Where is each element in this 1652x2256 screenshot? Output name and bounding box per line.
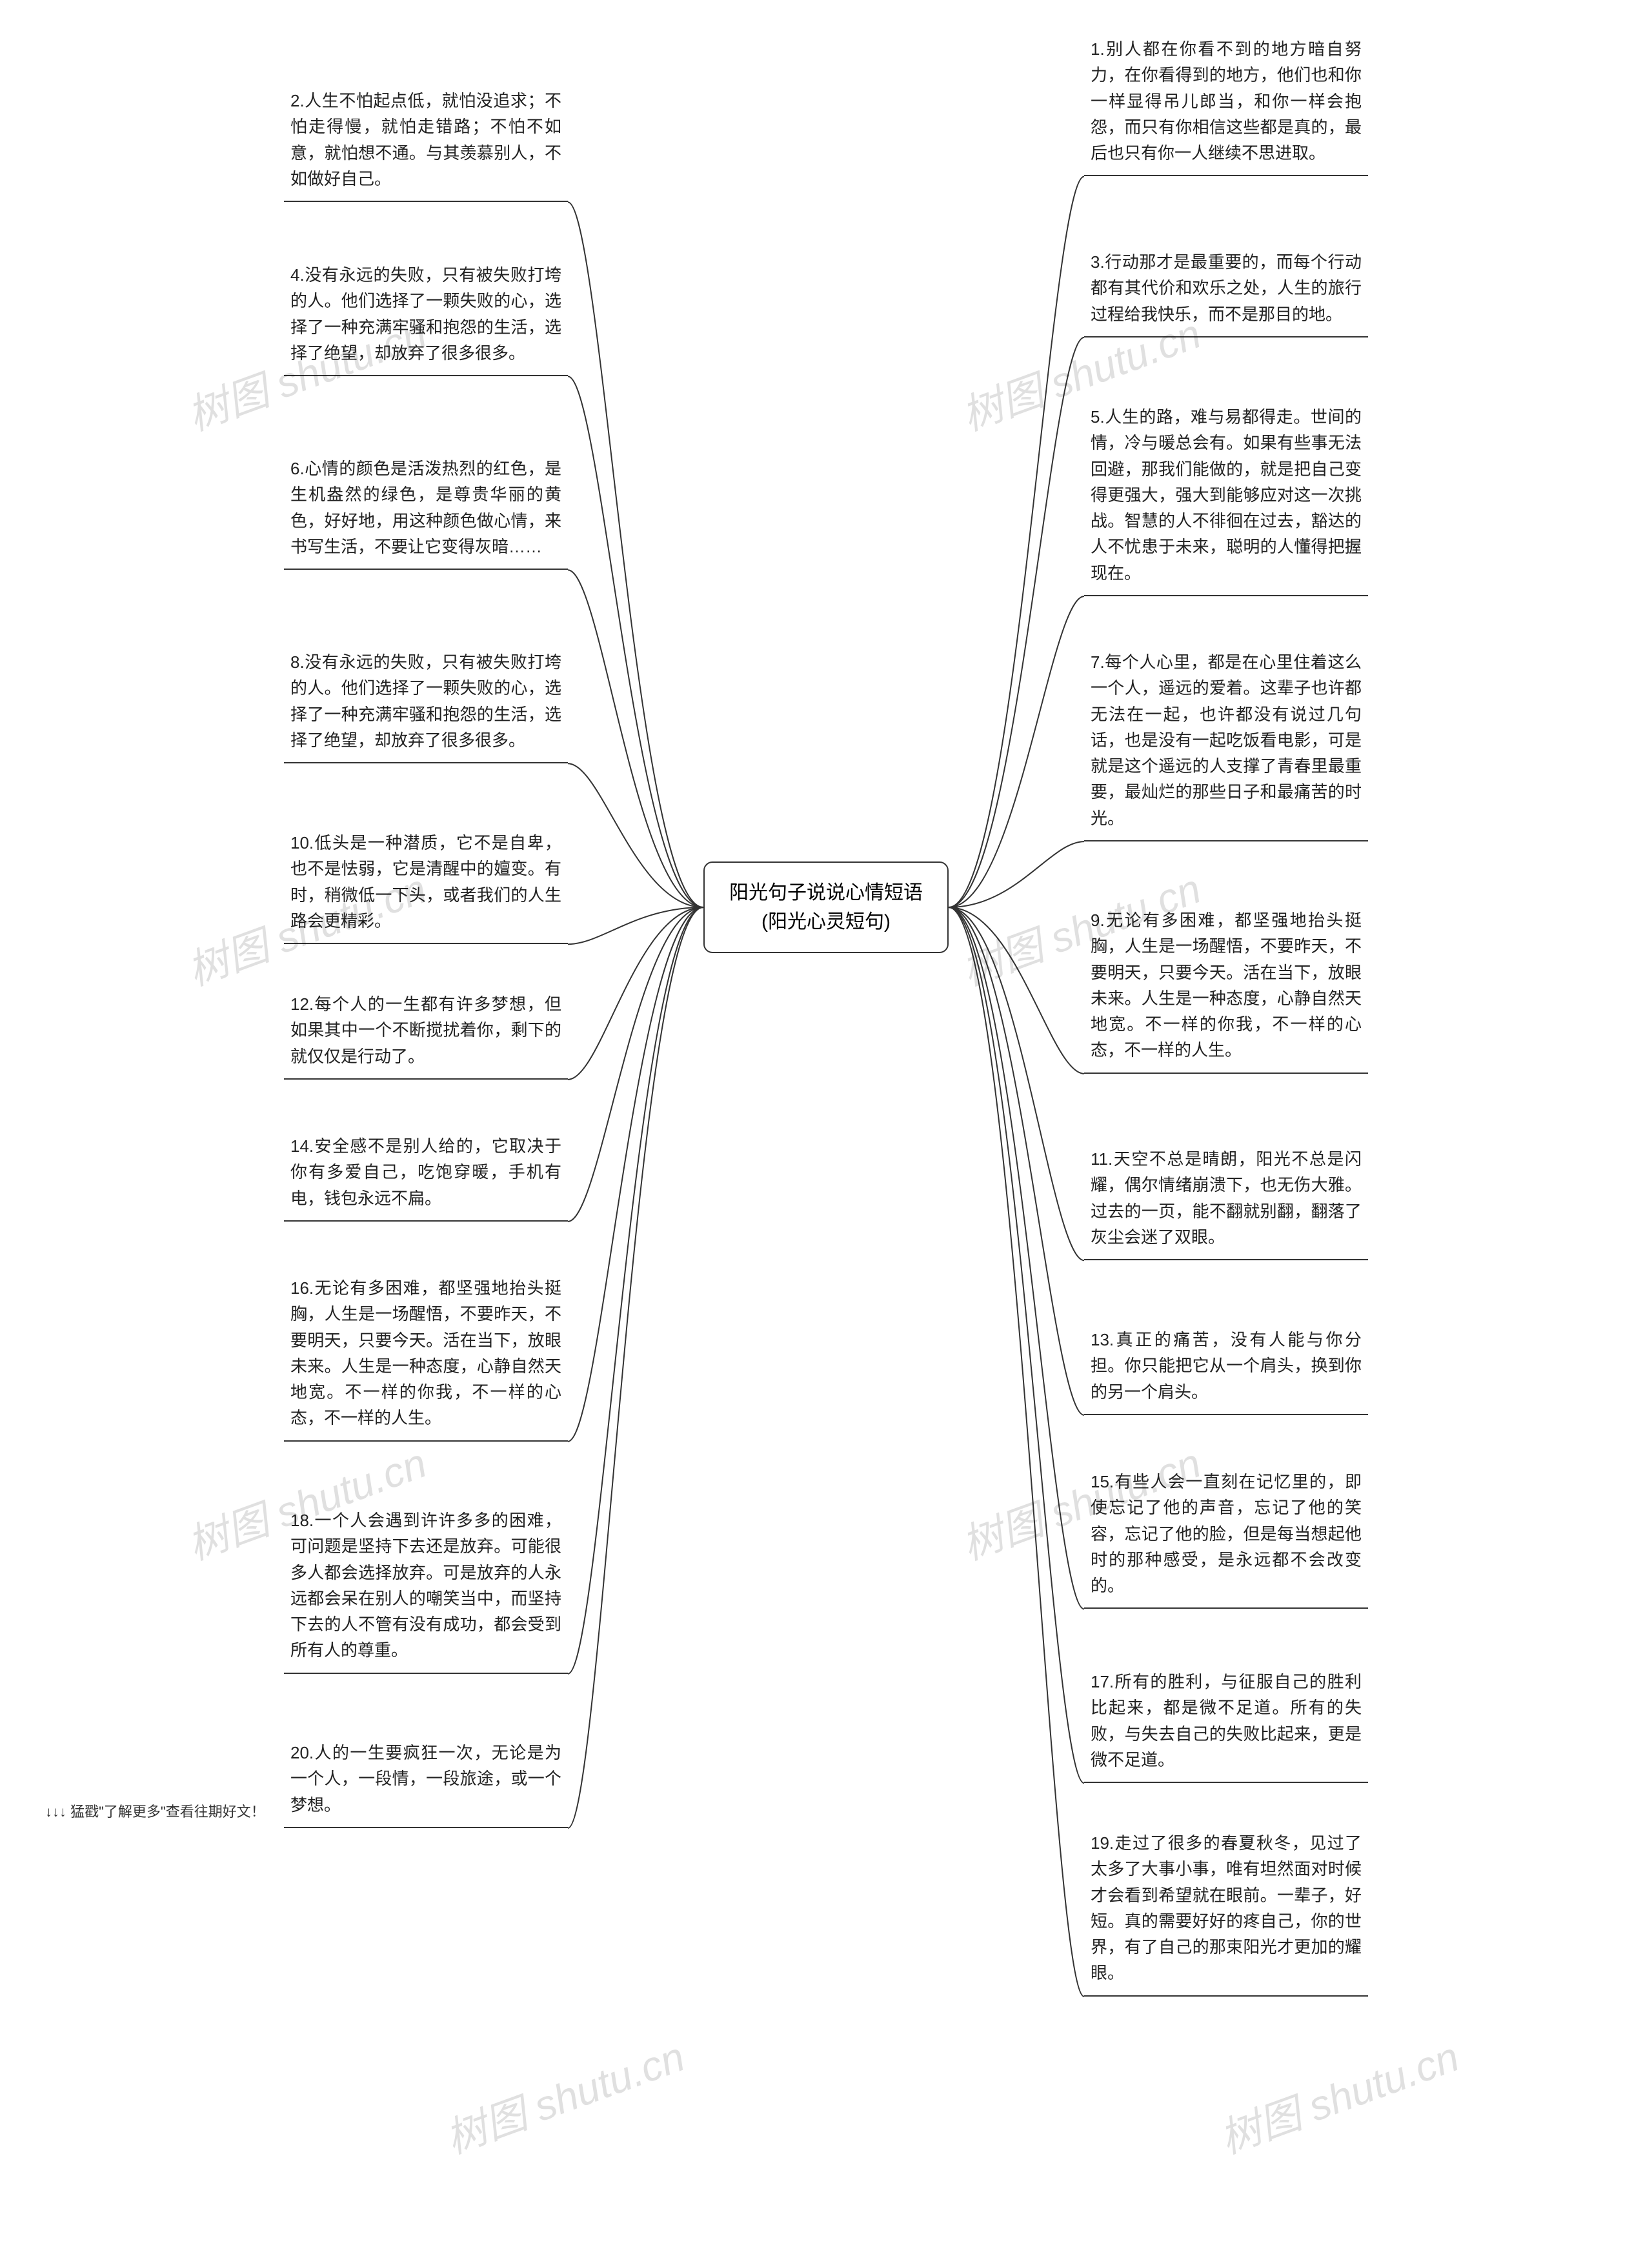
right-node-9: 19.走过了很多的春夏秋冬，见过了太多了大事小事，唯有坦然面对时候才会看到希望就… xyxy=(1084,1826,1368,1997)
right-node-text-6: 13.真正的痛苦，没有人能与你分担。你只能把它从一个肩头，换到你的另一个肩头。 xyxy=(1091,1330,1362,1402)
left-node-text-4: 10.低头是一种潜质，它不是自卑，也不是怯弱，它是清醒中的嬗变。有时，稍微低一下… xyxy=(290,833,561,931)
connector-lines xyxy=(0,0,1652,2256)
right-node-4: 9.无论有多困难，都坚强地抬头挺胸，人生是一场醒悟，不要昨天，不要明天，只要今天… xyxy=(1084,903,1368,1074)
left-node-3: 8.没有永远的失败，只有被失败打垮的人。他们选择了一颗失败的心，选择了一种充满牢… xyxy=(284,645,568,763)
left-node-0: 2.人生不怕起点低，就怕没追求；不怕走得慢，就怕走错路；不怕不如意，就怕想不通。… xyxy=(284,84,568,202)
right-node-3: 7.每个人心里，都是在心里住着这么一个人，遥远的爱着。这辈子也许都无法在一起，也… xyxy=(1084,645,1368,841)
left-node-5: 12.每个人的一生都有许多梦想，但如果其中一个不断搅扰着你，剩下的就仅仅是行动了… xyxy=(284,987,568,1080)
left-node-6: 14.安全感不是别人给的，它取决于你有多爱自己，吃饱穿暖，手机有电，钱包永远不扁… xyxy=(284,1129,568,1222)
right-node-0: 1.别人都在你看不到的地方暗自努力，在你看得到的地方，他们也和你一样显得吊儿郎当… xyxy=(1084,32,1368,176)
right-node-text-9: 19.走过了很多的春夏秋冬，见过了太多了大事小事，唯有坦然面对时候才会看到希望就… xyxy=(1091,1833,1362,1982)
right-node-8: 17.所有的胜利，与征服自己的胜利比起来，都是微不足道。所有的失败，与失去自己的… xyxy=(1084,1665,1368,1783)
left-node-1: 4.没有永远的失败，只有被失败打垮的人。他们选择了一颗失败的心，选择了一种充满牢… xyxy=(284,258,568,376)
right-node-text-4: 9.无论有多困难，都坚强地抬头挺胸，人生是一场醒悟，不要昨天，不要明天，只要今天… xyxy=(1091,911,1362,1060)
center-title: 阳光句子说说心情短语(阳光心灵短句) xyxy=(729,882,923,932)
left-node-text-2: 6.心情的颜色是活泼热烈的红色，是生机盎然的绿色，是尊贵华丽的黄色，好好地，用这… xyxy=(290,459,561,556)
left-node-text-9: 20.人的一生要疯狂一次，无论是为一个人，一段情，一段旅途，或一个梦想。 xyxy=(290,1743,561,1815)
left-node-text-5: 12.每个人的一生都有许多梦想，但如果其中一个不断搅扰着你，剩下的就仅仅是行动了… xyxy=(290,994,561,1066)
left-node-text-8: 18.一个人会遇到许许多多的困难，可问题是坚持下去还是放弃。可能很多人都会选择放… xyxy=(290,1511,561,1660)
left-node-text-6: 14.安全感不是别人给的，它取决于你有多爱自己，吃饱穿暖，手机有电，钱包永远不扁… xyxy=(290,1136,561,1208)
left-node-4: 10.低头是一种潜质，它不是自卑，也不是怯弱，它是清醒中的嬗变。有时，稍微低一下… xyxy=(284,826,568,944)
left-node-9: 20.人的一生要疯狂一次，无论是为一个人，一段情，一段旅途，或一个梦想。 xyxy=(284,1736,568,1828)
right-node-text-7: 15.有些人会一直刻在记忆里的，即使忘记了他的声音，忘记了他的笑容，忘记了他的脸… xyxy=(1091,1472,1362,1595)
right-node-text-3: 7.每个人心里，都是在心里住着这么一个人，遥远的爱着。这辈子也许都无法在一起，也… xyxy=(1091,652,1362,828)
left-node-text-1: 4.没有永远的失败，只有被失败打垮的人。他们选择了一颗失败的心，选择了一种充满牢… xyxy=(290,265,561,363)
right-node-2: 5.人生的路，难与易都得走。世间的情，冷与暖总会有。如果有些事无法回避，那我们能… xyxy=(1084,400,1368,596)
center-node: 阳光句子说说心情短语(阳光心灵短句) xyxy=(703,861,949,953)
left-node-text-0: 2.人生不怕起点低，就怕没追求；不怕走得慢，就怕走错路；不怕不如意，就怕想不通。… xyxy=(290,91,561,188)
watermark-7: 树图 shutu.cn xyxy=(1211,2024,1466,2165)
right-node-text-0: 1.别人都在你看不到的地方暗自努力，在你看得到的地方，他们也和你一样显得吊儿郎当… xyxy=(1091,39,1362,163)
right-node-text-5: 11.天空不总是晴朗，阳光不总是闪耀，偶尔情绪崩溃下，也无伤大雅。过去的一页，能… xyxy=(1091,1149,1362,1247)
left-node-text-3: 8.没有永远的失败，只有被失败打垮的人。他们选择了一颗失败的心，选择了一种充满牢… xyxy=(290,652,561,750)
footer-label: ↓↓↓ 猛戳"了解更多"查看往期好文！ xyxy=(45,1804,265,1820)
right-node-7: 15.有些人会一直刻在记忆里的，即使忘记了他的声音，忘记了他的笑容，忘记了他的脸… xyxy=(1084,1465,1368,1609)
right-node-text-1: 3.行动那才是最重要的，而每个行动都有其代价和欢乐之处，人生的旅行过程给我快乐，… xyxy=(1091,252,1362,324)
footer-text: ↓↓↓ 猛戳"了解更多"查看往期好文！ xyxy=(45,1800,265,1821)
left-node-7: 16.无论有多困难，都坚强地抬头挺胸，人生是一场醒悟，不要昨天，不要明天，只要今… xyxy=(284,1271,568,1442)
right-node-text-8: 17.所有的胜利，与征服自己的胜利比起来，都是微不足道。所有的失败，与失去自己的… xyxy=(1091,1672,1362,1769)
watermark-6: 树图 shutu.cn xyxy=(436,2024,692,2165)
left-node-2: 6.心情的颜色是活泼热烈的红色，是生机盎然的绿色，是尊贵华丽的黄色，好好地，用这… xyxy=(284,452,568,570)
left-node-8: 18.一个人会遇到许许多多的困难，可问题是坚持下去还是放弃。可能很多人都会选择放… xyxy=(284,1504,568,1674)
left-node-text-7: 16.无论有多困难，都坚强地抬头挺胸，人生是一场醒悟，不要昨天，不要明天，只要今… xyxy=(290,1278,561,1427)
right-node-text-2: 5.人生的路，难与易都得走。世间的情，冷与暖总会有。如果有些事无法回避，那我们能… xyxy=(1091,407,1362,583)
right-node-6: 13.真正的痛苦，没有人能与你分担。你只能把它从一个肩头，换到你的另一个肩头。 xyxy=(1084,1323,1368,1415)
right-node-1: 3.行动那才是最重要的，而每个行动都有其代价和欢乐之处，人生的旅行过程给我快乐，… xyxy=(1084,245,1368,337)
right-node-5: 11.天空不总是晴朗，阳光不总是闪耀，偶尔情绪崩溃下，也无伤大雅。过去的一页，能… xyxy=(1084,1142,1368,1260)
